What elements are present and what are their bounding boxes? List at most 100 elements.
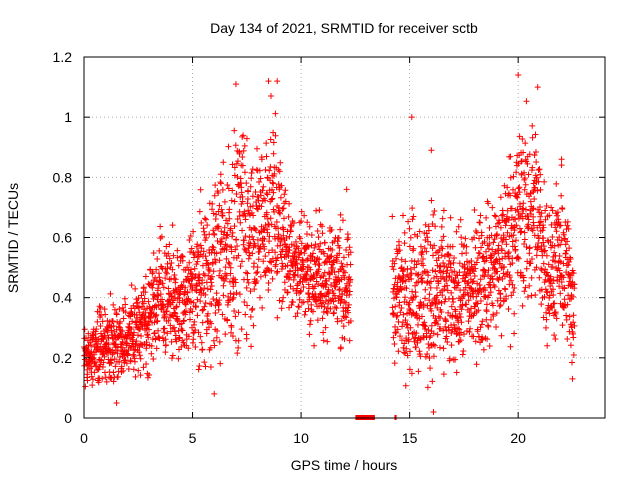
- data-point: [509, 281, 516, 288]
- data-point: [112, 363, 119, 370]
- data-point: [188, 299, 195, 306]
- data-point: [409, 205, 416, 212]
- data-point: [190, 336, 197, 343]
- data-point: [346, 288, 353, 295]
- data-point: [207, 363, 214, 370]
- data-point: [287, 283, 294, 290]
- data-point: [226, 206, 233, 213]
- data-point: [394, 326, 401, 333]
- data-point: [153, 318, 160, 325]
- data-point: [522, 206, 529, 213]
- data-point: [248, 170, 255, 177]
- data-point: [211, 342, 218, 349]
- data-point: [186, 259, 193, 266]
- data-point: [316, 207, 323, 214]
- data-point: [88, 363, 95, 370]
- data-point: [533, 174, 540, 181]
- data-point: [405, 218, 412, 225]
- data-point: [505, 305, 512, 312]
- data-point: [247, 313, 254, 320]
- data-point: [109, 318, 116, 325]
- data-point: [567, 274, 574, 281]
- data-point: [221, 224, 228, 231]
- data-point: [515, 185, 522, 192]
- data-point: [321, 303, 328, 310]
- data-point: [532, 131, 539, 138]
- data-point: [430, 211, 437, 218]
- data-point: [417, 336, 424, 343]
- data-point: [124, 352, 131, 359]
- data-point: [182, 301, 189, 308]
- data-point: [494, 220, 501, 227]
- data-point: [511, 310, 518, 317]
- data-point: [207, 344, 214, 351]
- data-point: [510, 173, 517, 180]
- data-point: [407, 234, 414, 241]
- data-point: [233, 160, 240, 167]
- data-point: [241, 237, 248, 244]
- data-point: [340, 254, 347, 261]
- data-point: [401, 349, 408, 356]
- data-point: [281, 215, 288, 222]
- data-point: [171, 309, 178, 316]
- data-point: [561, 285, 568, 292]
- data-point: [243, 248, 250, 255]
- data-point: [194, 312, 201, 319]
- data-point: [424, 350, 431, 357]
- data-point: [217, 171, 224, 178]
- data-point: [276, 168, 283, 175]
- data-point: [542, 247, 549, 254]
- data-point: [244, 302, 251, 309]
- data-point: [326, 258, 333, 265]
- data-point: [169, 266, 176, 273]
- data-point: [399, 278, 406, 285]
- data-point: [291, 242, 298, 249]
- data-point: [557, 290, 564, 297]
- data-point: [153, 311, 160, 318]
- data-point: [144, 374, 151, 381]
- data-point: [272, 249, 279, 256]
- data-point: [192, 287, 199, 294]
- data-point: [428, 307, 435, 314]
- data-point: [486, 292, 493, 299]
- data-point: [480, 346, 487, 353]
- data-point: [547, 273, 554, 280]
- data-point: [190, 299, 197, 306]
- data-point: [251, 225, 258, 232]
- data-point: [423, 248, 430, 255]
- data-point: [239, 153, 246, 160]
- data-point: [243, 180, 250, 187]
- data-point: [504, 216, 511, 223]
- data-point: [120, 315, 127, 322]
- data-point: [201, 228, 208, 235]
- data-point: [275, 231, 282, 238]
- data-point: [478, 244, 485, 251]
- data-point: [543, 252, 550, 259]
- data-point: [249, 193, 256, 200]
- data-point: [406, 225, 413, 232]
- data-point: [458, 306, 465, 313]
- data-point: [194, 241, 201, 248]
- data-point: [431, 207, 438, 214]
- data-point: [264, 174, 271, 181]
- data-point: [286, 247, 293, 254]
- data-point: [489, 246, 496, 253]
- data-point: [87, 339, 94, 346]
- data-point: [210, 337, 217, 344]
- data-point: [300, 283, 307, 290]
- data-point: [223, 232, 230, 239]
- data-point: [198, 219, 205, 226]
- data-point: [523, 243, 530, 250]
- data-point: [280, 294, 287, 301]
- data-point: [422, 323, 429, 330]
- data-point: [85, 330, 92, 337]
- data-point: [493, 324, 500, 331]
- data-point: [271, 170, 278, 177]
- data-point: [418, 251, 425, 258]
- data-point: [278, 182, 285, 189]
- data-point: [483, 301, 490, 308]
- data-point: [207, 276, 214, 283]
- data-point: [477, 285, 484, 292]
- data-point: [496, 274, 503, 281]
- data-point: [437, 269, 444, 276]
